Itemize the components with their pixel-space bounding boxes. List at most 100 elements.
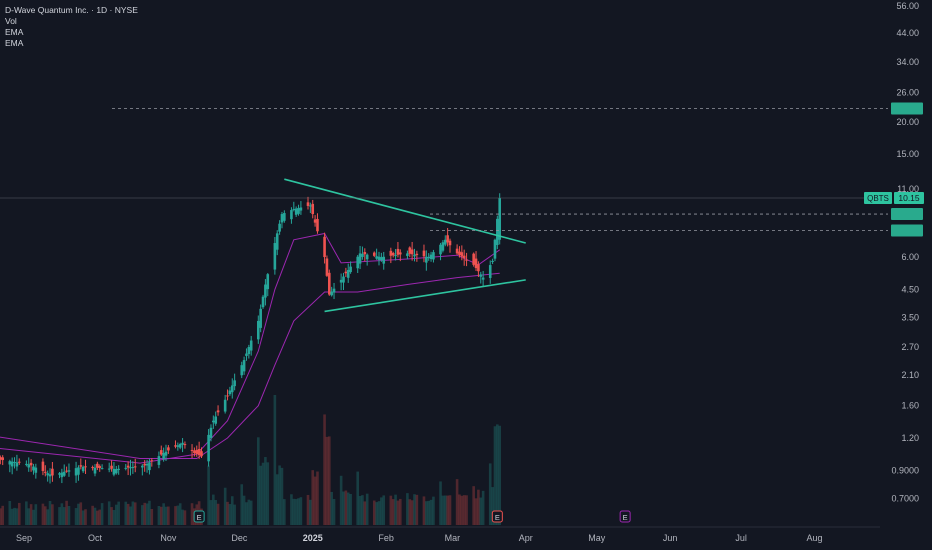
candle-body — [167, 447, 170, 451]
volume-bar — [481, 490, 485, 525]
candle-body — [422, 250, 426, 257]
volume-bar — [214, 500, 217, 525]
volume-bar — [240, 484, 244, 525]
volume-bar — [330, 491, 333, 525]
candle-body — [67, 470, 71, 472]
candle-body — [273, 243, 277, 270]
volume-bar — [190, 503, 194, 525]
volume-bar — [167, 506, 170, 525]
last-price-text: 10.15 — [898, 193, 920, 203]
volume-bar — [67, 505, 71, 525]
candle-body — [17, 461, 21, 463]
volume-bar — [226, 501, 229, 525]
candle-body — [410, 249, 414, 255]
volume-bar — [207, 465, 210, 525]
volume-bar — [261, 462, 265, 525]
candle-body — [223, 399, 227, 412]
candle-body — [455, 248, 459, 254]
indicator-ema-1[interactable]: EMA — [5, 27, 24, 37]
volume-bar — [323, 414, 326, 525]
volume-bar — [415, 494, 419, 525]
volume-bar — [77, 503, 80, 525]
volume-bar — [174, 506, 177, 525]
candle-body — [427, 257, 430, 259]
volume-bar — [245, 502, 248, 525]
candle-body — [313, 219, 317, 223]
candle-body — [162, 453, 165, 459]
volume-bar — [91, 505, 94, 525]
symbol-title[interactable]: D-Wave Quantum Inc. · 1D · NYSE — [5, 5, 138, 15]
volume-bar — [62, 507, 66, 525]
candle-body — [145, 463, 149, 466]
volume-bar — [372, 500, 376, 525]
volume-bar — [13, 507, 16, 525]
candle-body — [48, 474, 52, 477]
earnings-marker-label: E — [623, 513, 628, 522]
candle-body — [110, 465, 113, 469]
volume-bar — [361, 495, 364, 525]
volume-bar — [429, 499, 433, 525]
volume-bar — [465, 495, 468, 525]
volume-bar — [365, 493, 369, 525]
volume-bar — [17, 502, 21, 525]
x-tick-label: May — [588, 533, 606, 543]
volume-bar — [266, 462, 270, 525]
candle-body — [377, 256, 381, 261]
candle-body — [325, 258, 329, 276]
volume-bar — [96, 510, 99, 525]
volume-bar — [1, 505, 4, 525]
candle-body — [363, 252, 367, 255]
volume-bar — [32, 509, 35, 525]
volume-bar — [228, 504, 232, 525]
candle-body — [349, 266, 352, 273]
candle-body — [446, 235, 449, 243]
candle-body — [197, 448, 201, 456]
candle-body — [209, 427, 213, 438]
candle-body — [15, 462, 19, 467]
candle-body — [460, 252, 464, 257]
volume-bar — [162, 503, 165, 525]
candle-body — [361, 253, 364, 257]
volume-bar — [399, 498, 402, 525]
y-tick-label: 2.70 — [901, 342, 919, 352]
candle-body — [479, 274, 483, 277]
candle-body — [233, 380, 236, 387]
candle-body — [365, 254, 369, 260]
candle-body — [408, 247, 412, 254]
candle-body — [493, 239, 497, 259]
volume-bar — [29, 504, 33, 525]
volume-bar — [44, 506, 47, 525]
candle-body — [100, 468, 104, 470]
volume-bar — [117, 501, 120, 525]
volume-bar — [443, 495, 447, 525]
volume-bar — [176, 505, 180, 525]
indicator-ema-2[interactable]: EMA — [5, 38, 24, 48]
x-tick-label: Oct — [88, 533, 103, 543]
candle-body — [399, 252, 402, 255]
candle-body — [396, 248, 400, 255]
candle-body — [257, 320, 260, 340]
volume-bar — [115, 504, 118, 525]
candle-body — [406, 253, 409, 256]
volume-bar — [41, 503, 45, 525]
volume-bar — [93, 507, 97, 525]
volume-bar — [410, 500, 414, 525]
candle-body — [230, 385, 234, 393]
y-tick-label: 0.9000 — [891, 465, 919, 475]
volume-bar — [498, 425, 501, 525]
candle-body — [131, 466, 135, 468]
candle-body — [133, 466, 137, 468]
volume-bar — [230, 496, 234, 525]
candle-body — [124, 467, 128, 469]
volume-bar — [8, 500, 12, 525]
volume-bar — [422, 496, 426, 525]
candle-body — [13, 461, 16, 463]
indicator-volume[interactable]: Vol — [5, 16, 17, 26]
candle-body — [290, 210, 293, 220]
candle-body — [91, 467, 94, 469]
candle-body — [498, 198, 501, 240]
volume-bar — [460, 495, 464, 525]
y-tick-label: 15.00 — [896, 149, 919, 159]
candle-body — [316, 218, 319, 232]
